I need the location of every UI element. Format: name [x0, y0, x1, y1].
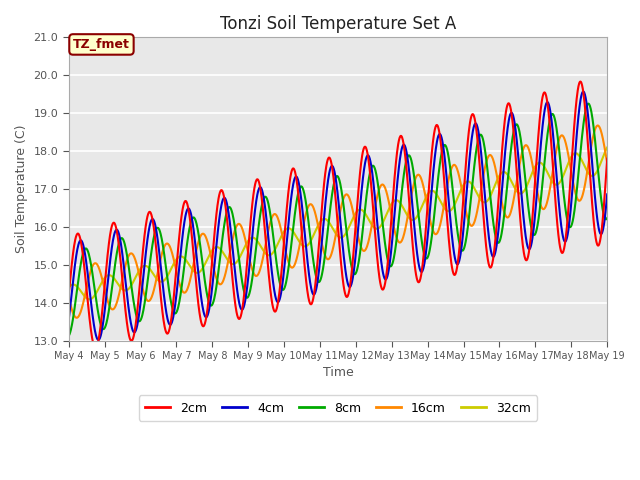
Legend: 2cm, 4cm, 8cm, 16cm, 32cm: 2cm, 4cm, 8cm, 16cm, 32cm: [139, 395, 537, 421]
8cm: [65, 333, 72, 339]
4cm: [129, 327, 136, 333]
2cm: [314, 249, 322, 254]
2cm: [577, 79, 584, 84]
2cm: [65, 292, 72, 298]
Line: 8cm: 8cm: [68, 104, 607, 336]
4cm: [604, 192, 611, 197]
4cm: [372, 201, 380, 206]
16cm: [604, 160, 611, 166]
2cm: [92, 346, 99, 351]
16cm: [314, 224, 322, 230]
Line: 2cm: 2cm: [68, 82, 607, 348]
Line: 4cm: 4cm: [68, 92, 607, 340]
Text: TZ_fmet: TZ_fmet: [73, 38, 130, 51]
4cm: [314, 273, 322, 278]
4cm: [95, 337, 102, 343]
2cm: [305, 296, 312, 302]
4cm: [305, 269, 312, 275]
8cm: [305, 217, 312, 223]
2cm: [372, 235, 380, 241]
Y-axis label: Soil Temperature (C): Soil Temperature (C): [15, 125, 28, 253]
X-axis label: Time: Time: [323, 367, 353, 380]
16cm: [129, 252, 136, 257]
Line: 16cm: 16cm: [68, 125, 607, 318]
32cm: [86, 297, 93, 302]
8cm: [129, 290, 136, 296]
32cm: [604, 144, 611, 150]
2cm: [294, 184, 301, 190]
16cm: [372, 202, 380, 208]
32cm: [107, 273, 115, 278]
32cm: [129, 280, 136, 286]
32cm: [65, 285, 72, 290]
2cm: [129, 336, 136, 342]
2cm: [107, 228, 115, 234]
16cm: [65, 295, 72, 301]
4cm: [107, 253, 115, 259]
32cm: [305, 241, 312, 247]
8cm: [371, 167, 379, 172]
8cm: [106, 297, 114, 303]
16cm: [294, 252, 301, 258]
8cm: [314, 279, 322, 285]
8cm: [293, 195, 301, 201]
16cm: [594, 122, 602, 128]
16cm: [305, 203, 312, 209]
32cm: [294, 236, 301, 241]
Title: Tonzi Soil Temperature Set A: Tonzi Soil Temperature Set A: [220, 15, 456, 33]
8cm: [604, 215, 611, 221]
4cm: [65, 317, 72, 323]
32cm: [314, 222, 322, 228]
16cm: [73, 315, 81, 321]
32cm: [372, 226, 380, 231]
4cm: [294, 176, 301, 181]
Line: 32cm: 32cm: [68, 147, 607, 300]
2cm: [604, 156, 611, 161]
16cm: [107, 305, 115, 311]
8cm: [584, 101, 592, 107]
4cm: [579, 89, 587, 95]
